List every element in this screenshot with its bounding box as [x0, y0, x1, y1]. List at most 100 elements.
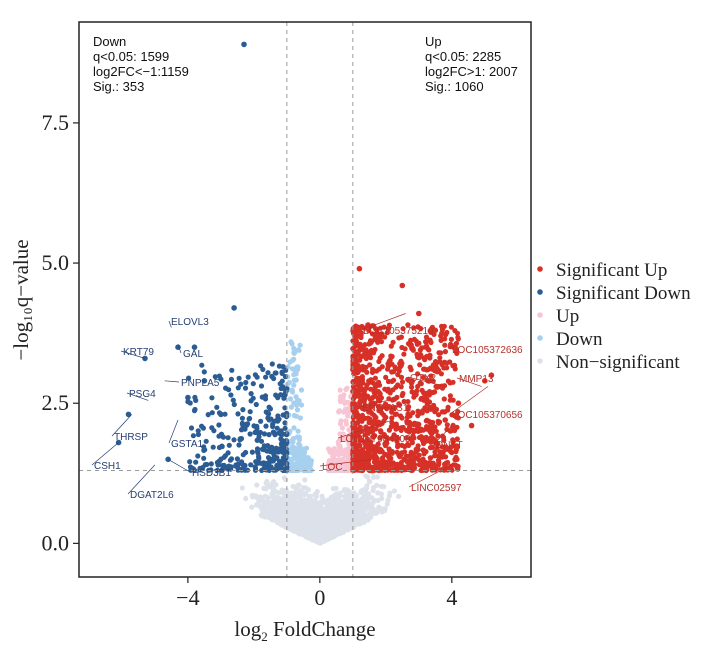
non-significant-point [341, 501, 347, 507]
gene-label-leader [407, 376, 446, 387]
significant-down-point [186, 375, 192, 381]
significant-up-point [383, 374, 389, 380]
significant-up-point [381, 432, 387, 438]
significant-down-point [259, 467, 265, 473]
significant-down-point [231, 437, 237, 443]
up-point [337, 397, 343, 403]
up-point [341, 462, 347, 468]
significant-up-point [447, 393, 453, 399]
significant-down-point [263, 423, 269, 429]
significant-up-point [455, 400, 462, 407]
significant-down-point [261, 447, 267, 453]
significant-up-point [389, 378, 395, 384]
gene-label-leader [456, 377, 482, 387]
non-significant-point [273, 503, 279, 509]
significant-up-point [374, 368, 380, 374]
significant-up-point [426, 460, 432, 466]
significant-up-point [357, 399, 363, 405]
non-significant-point [364, 506, 370, 512]
significant-up-point [415, 408, 421, 414]
significant-up-point [398, 374, 405, 380]
significant-down-point [282, 405, 288, 411]
significant-down-point [202, 462, 208, 468]
non-significant-point [297, 531, 303, 537]
non-significant-point [283, 487, 289, 493]
significant-up-point [418, 395, 425, 401]
significant-down-point [282, 449, 288, 455]
significant-down-point [266, 432, 272, 438]
significant-down-point [246, 416, 252, 422]
non-significant-point [378, 491, 384, 497]
significant-up-point [361, 388, 367, 395]
gene-label: THRSP [114, 432, 148, 443]
non-significant-point [369, 495, 375, 501]
significant-up-point [442, 409, 448, 415]
gene-label: LINC02597 [411, 483, 462, 494]
significant-down-point [263, 374, 269, 380]
legend-marker [537, 335, 543, 341]
down-point [294, 413, 300, 419]
non-significant-point [306, 527, 312, 533]
down-point [289, 460, 295, 466]
significant-up-point [394, 449, 400, 455]
non-significant-point [263, 486, 269, 492]
significant-up-point [363, 355, 369, 362]
significant-up-point [414, 388, 420, 394]
significant-up-point [439, 444, 445, 450]
significant-up-point [421, 463, 427, 469]
gene-labels: ELOVL3 KRT79 GAL PNPLA5 PSG4 THRSP GSTA1 CSH1 HS… [91, 313, 523, 501]
significant-down-point [190, 465, 196, 472]
significant-up-point [424, 417, 430, 423]
gene-label-leader [449, 341, 456, 350]
non-significant-point [277, 500, 283, 506]
significant-up-point [398, 459, 404, 466]
significant-up-point [419, 345, 425, 351]
significant-up-point [382, 415, 388, 421]
significant-down-point [227, 457, 233, 463]
significant-up-point [427, 328, 433, 334]
significant-up-point [384, 330, 390, 336]
legend-marker [537, 289, 543, 295]
gene-label: CSH1 [94, 461, 121, 472]
significant-up-point [368, 386, 374, 392]
non-significant-point [286, 501, 292, 507]
non-significant-point [304, 506, 310, 512]
significant-up-point [362, 415, 368, 421]
significant-up-point [381, 324, 387, 330]
significant-down-point [243, 449, 249, 456]
significant-up-point [353, 450, 359, 456]
significant-up-point [379, 364, 385, 370]
significant-up-point [350, 338, 356, 344]
significant-up-point [365, 322, 371, 328]
down-point [297, 342, 303, 348]
down-point [287, 359, 293, 365]
significant-up-point [395, 382, 401, 388]
non-significant-point [360, 509, 366, 515]
significant-up-point [362, 432, 368, 438]
significant-up-point [455, 463, 461, 469]
significant-down-point [272, 370, 278, 376]
legend-label: Non−significant [556, 352, 680, 373]
non-significant-point [298, 512, 304, 518]
non-significant-point [368, 502, 374, 508]
significant-up-point [435, 433, 441, 439]
significant-up-point [385, 403, 392, 410]
significant-up-point [433, 359, 439, 365]
down-point [290, 439, 296, 445]
significant-up-point [416, 462, 422, 468]
significant-down-point [282, 425, 288, 431]
non-significant-point [302, 497, 308, 503]
non-significant-point [349, 498, 355, 504]
significant-up-point [350, 362, 356, 368]
down-point [293, 369, 299, 375]
significant-up-point [439, 454, 445, 460]
significant-down-point [193, 459, 199, 465]
down-point [291, 356, 297, 362]
significant-down-point [231, 401, 237, 408]
significant-down-point [271, 451, 277, 457]
gene-label-leader [126, 392, 149, 401]
non-significant-point [293, 507, 299, 513]
non-significant-point [384, 501, 390, 507]
significant-down-point [226, 442, 232, 448]
